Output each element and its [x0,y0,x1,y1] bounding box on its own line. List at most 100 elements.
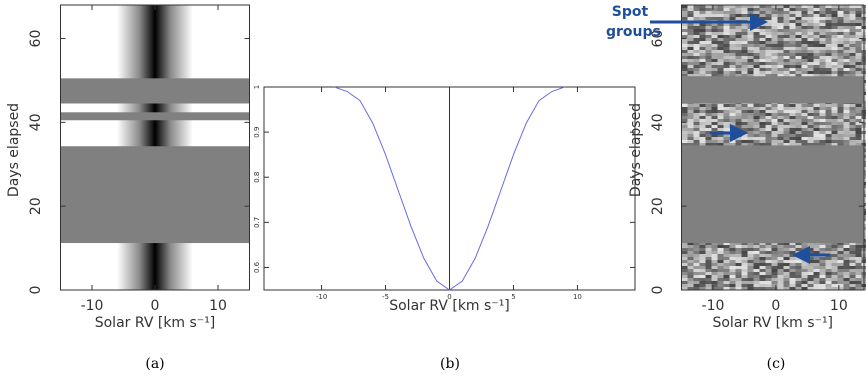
noise-cell [699,56,706,60]
noise-cell [849,131,856,135]
noise-cell [729,107,736,111]
noise-cell [825,44,832,48]
noise-cell [819,263,826,267]
noise-cell [741,5,748,9]
noise-cell [849,113,856,117]
noise-cell [825,110,832,114]
noise-cell [801,29,808,33]
noise-cell [825,74,832,78]
noise-cell [843,128,850,132]
y-axis-label: Days elapsed [6,103,22,197]
data-gap [60,146,250,244]
noise-cell [795,245,802,249]
noise-cell [741,128,748,132]
noise-cell [807,38,814,42]
noise-cell [855,56,862,60]
noise-cell [717,254,724,258]
noise-cell [795,113,802,117]
noise-cell [759,23,766,27]
noise-cell [753,110,760,114]
noise-cell [753,68,760,72]
noise-cell [687,113,694,117]
noise-cell [837,68,844,72]
noise-cell [729,137,736,141]
noise-cell [771,284,778,288]
noise-cell [849,281,856,285]
noise-cell [723,254,730,258]
noise-cell [765,11,772,15]
noise-cell [693,14,700,18]
noise-cell [723,47,730,51]
noise-cell [777,59,784,63]
noise-cell [687,128,694,132]
noise-cell [771,248,778,252]
noise-cell [831,143,838,147]
noise-cell [855,278,862,282]
noise-cell [699,11,706,15]
noise-cell [843,254,850,258]
noise-cell [765,113,772,117]
noise-cell [807,266,814,270]
noise-cell [753,23,760,27]
noise-cell [693,128,700,132]
noise-cell [783,68,790,72]
noise-cell [783,110,790,114]
noise-cell [789,62,796,66]
noise-cell [795,8,802,12]
y-tick-label: 40 [650,113,666,131]
noise-cell [717,242,724,246]
noise-cell [789,11,796,15]
noise-cell [771,17,778,21]
noise-cell [837,281,844,285]
noise-cell [837,122,844,126]
noise-cell [717,122,724,126]
noise-cell [777,74,784,78]
noise-cell [855,269,862,273]
noise-cell [855,71,862,75]
x-axis-label: Solar RV [km s⁻¹] [712,315,833,331]
noise-cell [705,248,712,252]
noise-cell [735,263,742,267]
noise-cell [813,242,820,246]
noise-cell [777,56,784,60]
noise-cell [729,47,736,51]
noise-cell [753,281,760,285]
noise-cell [819,284,826,288]
noise-cell [813,74,820,78]
noise-cell [783,74,790,78]
noise-cell [681,29,688,33]
noise-cell [819,41,826,45]
noise-cell [741,29,748,33]
noise-cell [741,38,748,42]
noise-cell [705,107,712,111]
noise-cell [735,119,742,123]
noise-cell [807,281,814,285]
noise-cell [741,107,748,111]
noise-cell [837,8,844,12]
noise-cell [813,35,820,39]
noise-cell [837,143,844,147]
noise-cell [807,59,814,63]
noise-cell [753,38,760,42]
noise-cell [825,5,832,9]
noise-cell [831,116,838,120]
noise-cell [831,44,838,48]
noise-cell [807,116,814,120]
noise-cell [765,47,772,51]
noise-cell [783,5,790,9]
noise-cell [753,71,760,75]
noise-cell [723,44,730,48]
x-tick-label: 0 [771,298,780,314]
noise-cell [831,254,838,258]
noise-cell [849,47,856,51]
noise-cell [843,284,850,288]
noise-cell [717,11,724,15]
noise-cell [705,137,712,141]
noise-cell [687,281,694,285]
noise-cell [681,119,688,123]
noise-cell [765,44,772,48]
noise-cell [741,35,748,39]
noise-cell [819,125,826,129]
noise-cell [843,11,850,15]
noise-cell [717,44,724,48]
